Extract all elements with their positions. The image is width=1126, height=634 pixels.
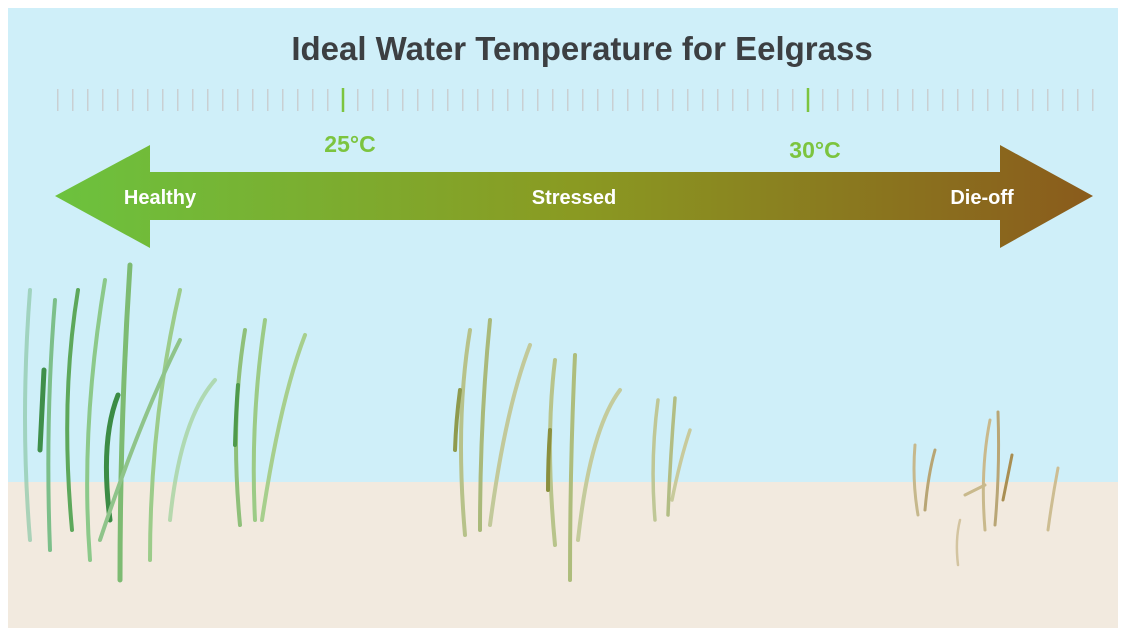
temp-label: 30°C <box>789 137 840 163</box>
temp-label: 25°C <box>324 131 375 157</box>
zone-label: Healthy <box>124 187 197 209</box>
water <box>8 8 1118 482</box>
diagram: Ideal Water Temperature for Eelgrass 25°… <box>0 0 1126 634</box>
sand <box>8 482 1118 628</box>
zone-label: Die-off <box>950 187 1014 209</box>
page: Ideal Water Temperature for Eelgrass 25°… <box>0 0 1126 634</box>
title: Ideal Water Temperature for Eelgrass <box>291 30 872 67</box>
zone-label: Stressed <box>532 187 617 209</box>
